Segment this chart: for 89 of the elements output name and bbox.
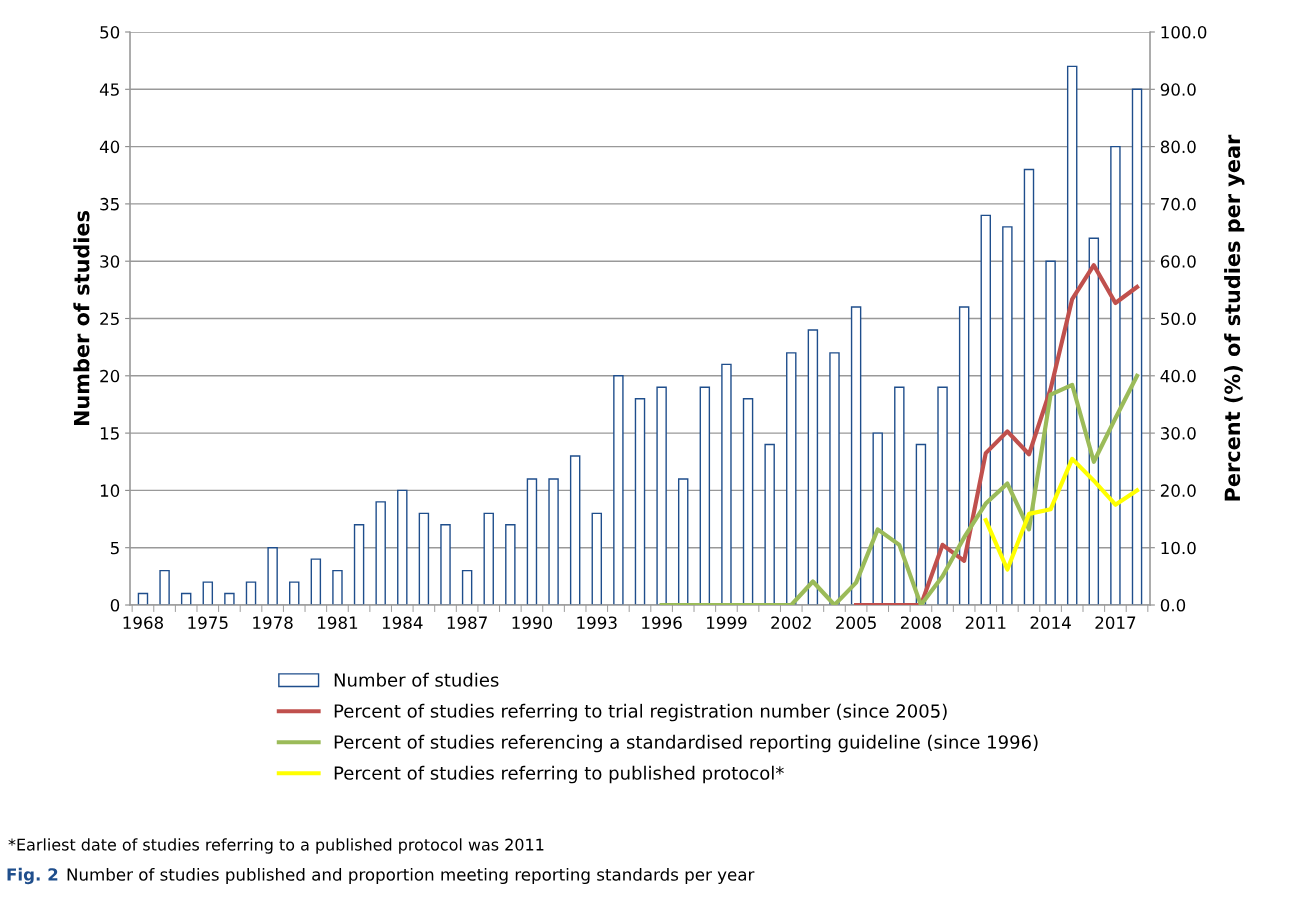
line-series: [983, 456, 1140, 572]
y-tick-label: 20: [100, 369, 120, 383]
bar: [677, 478, 689, 605]
y-tick-label: 25: [100, 312, 119, 326]
bar: [461, 569, 473, 605]
y2-tick-label: 30.0: [1160, 427, 1196, 440]
x-tick-label: 2011: [965, 616, 1006, 630]
bar: [807, 329, 819, 605]
y2-tick-label: 50.0: [1161, 312, 1196, 326]
x-tick-label: 1968: [123, 616, 164, 630]
y2-tick-label: 100.0: [1161, 25, 1207, 39]
legend-label: Number of studies: [334, 672, 499, 687]
y2-tick-label: 0.0: [1160, 598, 1186, 612]
y2-axis-title: Percent (%) of studies per year: [1224, 134, 1245, 501]
y2-tick-label: 70.0: [1161, 197, 1196, 211]
bar: [440, 524, 451, 605]
x-tick-label: 2008: [900, 616, 941, 630]
line-series: [659, 373, 1140, 605]
x-tick-label: 1987: [447, 616, 487, 630]
bar: [1131, 88, 1143, 605]
bar: [1002, 226, 1013, 605]
bar: [742, 398, 754, 605]
x-tick-label: 1996: [642, 616, 682, 630]
bar: [332, 569, 343, 605]
bar: [526, 478, 538, 605]
y-tick-label: 5: [110, 541, 119, 555]
bar: [397, 489, 408, 605]
x-tick-label: 1993: [577, 616, 617, 630]
bar: [202, 581, 214, 605]
x-tick-label: 2002: [771, 616, 811, 630]
bar: [1110, 145, 1121, 605]
legend-label: Percent of studies referencing a standardised reporting guideline (since 1996): [334, 734, 1038, 753]
bar: [786, 352, 797, 605]
bar: [159, 569, 170, 605]
y-tick-label: 10: [100, 484, 120, 497]
bar: [872, 432, 883, 605]
caption: Fig. 2: [7, 867, 58, 885]
bar: [505, 524, 516, 605]
y-tick-label: 35: [100, 197, 119, 211]
bar: [850, 306, 862, 605]
y2-tick-label: 10.0: [1161, 541, 1196, 555]
x-tick-label: 1984: [382, 616, 423, 630]
y-tick-label: 0: [110, 598, 120, 612]
bar: [224, 592, 235, 605]
y-axis-title: Number of studies: [73, 211, 90, 426]
y2-tick-label: 20.0: [1160, 484, 1196, 497]
bar: [591, 512, 603, 605]
x-tick-label: 1981: [318, 616, 358, 630]
bar: [829, 352, 840, 605]
text: Number of studies published and proportion meeting reporting standards per year: [67, 867, 755, 885]
bar: [267, 547, 278, 605]
bar: [656, 386, 667, 605]
y-tick-label: 50: [100, 25, 120, 39]
legend-label: Percent of studies referring to trial registration number (since 2005): [334, 703, 947, 722]
bar: [289, 581, 300, 605]
bar: [310, 558, 322, 605]
x-tick-label: 1978: [253, 616, 293, 630]
legend-label: Percent of studies referring to published protocol*: [334, 765, 784, 784]
x-tick-label: 1999: [707, 616, 747, 630]
bar: [375, 501, 386, 605]
bar: [353, 524, 365, 605]
bar: [764, 443, 775, 605]
bar: [569, 455, 581, 605]
y-tick-label: 15: [100, 427, 119, 440]
x-tick-label: 2005: [836, 616, 876, 630]
x-tick-label: 2017: [1095, 616, 1136, 630]
y-tick-label: 45: [99, 83, 119, 96]
y-tick-label: 30: [100, 255, 120, 268]
x-tick-label: 2014: [1030, 616, 1071, 630]
bar: [894, 386, 905, 605]
x-tick-label: 1975: [188, 616, 228, 630]
bar: [418, 512, 430, 605]
y2-tick-label: 40.0: [1160, 369, 1196, 383]
y-tick-label: 40: [99, 140, 120, 154]
bar: [245, 581, 257, 605]
line-series: [854, 263, 1140, 605]
y2-tick-label: 80.0: [1160, 140, 1196, 154]
x-tick-label: 1990: [512, 616, 553, 630]
bar: [483, 512, 494, 605]
bar: [634, 398, 646, 605]
bar: [937, 386, 948, 605]
bar: [721, 363, 732, 605]
bar: [613, 375, 624, 605]
text: *Earliest date of studies referring to a published protocol was 2011: [8, 838, 544, 854]
bar: [548, 478, 559, 605]
y2-tick-label: 90.0: [1160, 83, 1196, 96]
y2-tick-label: 60.0: [1160, 255, 1196, 268]
bar: [1066, 65, 1078, 605]
bar: [699, 386, 711, 605]
